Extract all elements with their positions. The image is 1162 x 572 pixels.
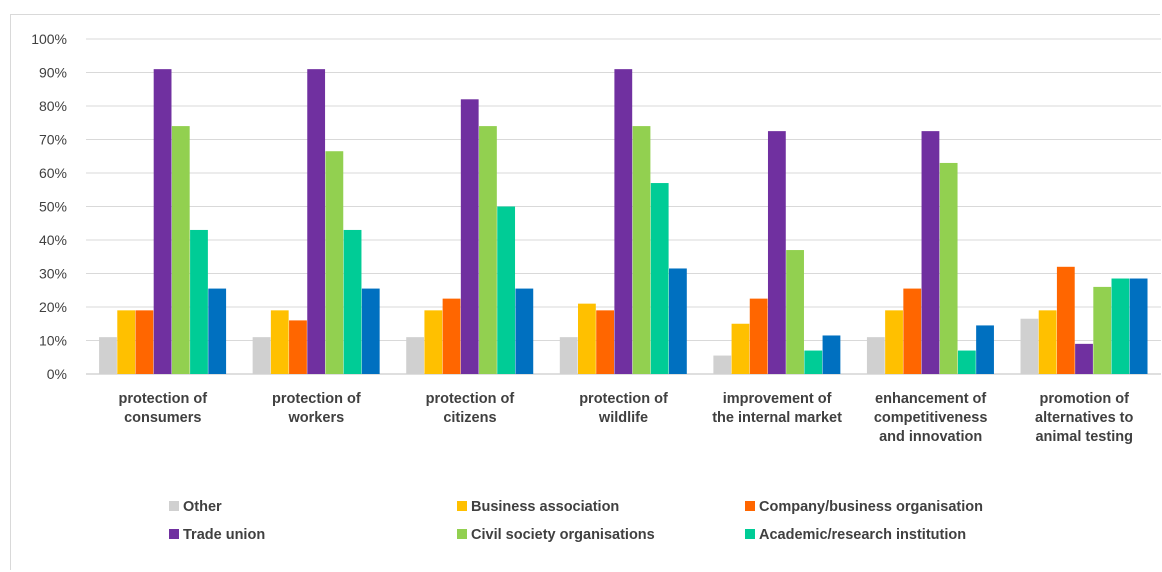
y-tick-label: 80% xyxy=(39,98,67,114)
y-tick-label: 60% xyxy=(39,165,67,181)
x-category-label: protection of citizens xyxy=(426,391,515,426)
bar xyxy=(1038,310,1057,374)
y-tick-label: 70% xyxy=(39,132,67,148)
legend-label: Business association xyxy=(471,499,619,515)
legend-swatch xyxy=(745,501,755,511)
bar xyxy=(289,320,307,374)
bar xyxy=(822,335,841,374)
bar xyxy=(270,310,289,374)
bar xyxy=(171,126,190,374)
bar xyxy=(669,268,687,374)
bar xyxy=(325,151,344,374)
bar xyxy=(117,310,136,374)
x-axis-labels: protection of consumers protection of worke… xyxy=(118,391,1133,445)
bar xyxy=(1093,286,1112,374)
bar xyxy=(1129,278,1148,374)
x-category-label: protection of workers xyxy=(272,391,361,426)
bar xyxy=(976,325,994,374)
legend-swatch xyxy=(457,501,467,511)
legend-label: Other xyxy=(183,499,222,515)
bar xyxy=(939,162,958,374)
bar xyxy=(479,126,497,374)
bar xyxy=(460,99,479,375)
legend-label: Civil society organisations xyxy=(471,527,655,543)
y-tick-label: 90% xyxy=(39,65,67,81)
y-tick-label: 0% xyxy=(47,366,67,382)
bar xyxy=(957,350,976,374)
bar xyxy=(343,229,362,374)
bar xyxy=(804,350,823,374)
x-category-label: protection of wildlife xyxy=(579,391,668,426)
y-tick-label: 50% xyxy=(39,199,67,215)
bar xyxy=(361,288,380,374)
bar xyxy=(424,310,443,374)
legend: Other Business association Company/busines… xyxy=(169,499,983,543)
bar xyxy=(208,288,227,374)
bar-chart: 0% 10% 20% 30% 40% 50% 60% 70% 80% 90% 100% protec… xyxy=(31,31,1161,543)
legend-label: Company/business organisation xyxy=(759,499,983,515)
bar xyxy=(596,310,614,374)
legend-swatch xyxy=(745,529,755,539)
bar xyxy=(153,69,172,375)
chart-frame: 0% 10% 20% 30% 40% 50% 60% 70% 80% 90% 100% protec… xyxy=(10,14,1161,570)
bar xyxy=(1056,266,1075,374)
bars xyxy=(99,69,1148,375)
bar xyxy=(749,298,768,374)
bar xyxy=(786,250,804,374)
bar xyxy=(1020,318,1039,374)
bar xyxy=(1075,343,1093,374)
legend-label: Trade union xyxy=(183,527,265,543)
x-category-label: protection of consumers xyxy=(118,391,207,426)
bar xyxy=(921,131,940,374)
x-category-label: enhancement of competitiveness and innovat… xyxy=(874,391,988,445)
bar xyxy=(135,310,154,374)
bar xyxy=(578,303,596,374)
y-tick-label: 10% xyxy=(39,333,67,349)
y-tick-label: 20% xyxy=(39,299,67,315)
y-tick-label: 100% xyxy=(31,31,67,47)
bar xyxy=(515,288,534,374)
bar xyxy=(866,337,885,374)
y-tick-label: 40% xyxy=(39,232,67,248)
x-category-label: improvement of the internal market xyxy=(712,391,842,426)
legend-swatch xyxy=(169,529,179,539)
bar xyxy=(731,323,750,374)
bar xyxy=(406,337,425,374)
bar xyxy=(442,298,461,374)
bar xyxy=(307,69,326,375)
bar xyxy=(1111,278,1130,374)
bar xyxy=(903,288,922,374)
bar xyxy=(632,126,651,374)
bar xyxy=(650,183,669,374)
bar xyxy=(497,206,516,374)
bar xyxy=(885,310,903,374)
bar xyxy=(190,229,208,374)
bar xyxy=(559,337,578,374)
y-axis-ticks: 0% 10% 20% 30% 40% 50% 60% 70% 80% 90% 100% xyxy=(31,31,67,382)
legend-label: Academic/research institution xyxy=(759,527,966,543)
x-category-label: promotion of alternatives to animal testin… xyxy=(1035,391,1133,445)
bar xyxy=(614,69,633,375)
bar xyxy=(99,337,117,374)
bar xyxy=(252,337,271,374)
legend-swatch xyxy=(457,529,467,539)
bar xyxy=(713,355,732,374)
legend-swatch xyxy=(169,501,179,511)
bar xyxy=(767,131,786,374)
y-tick-label: 30% xyxy=(39,266,67,282)
